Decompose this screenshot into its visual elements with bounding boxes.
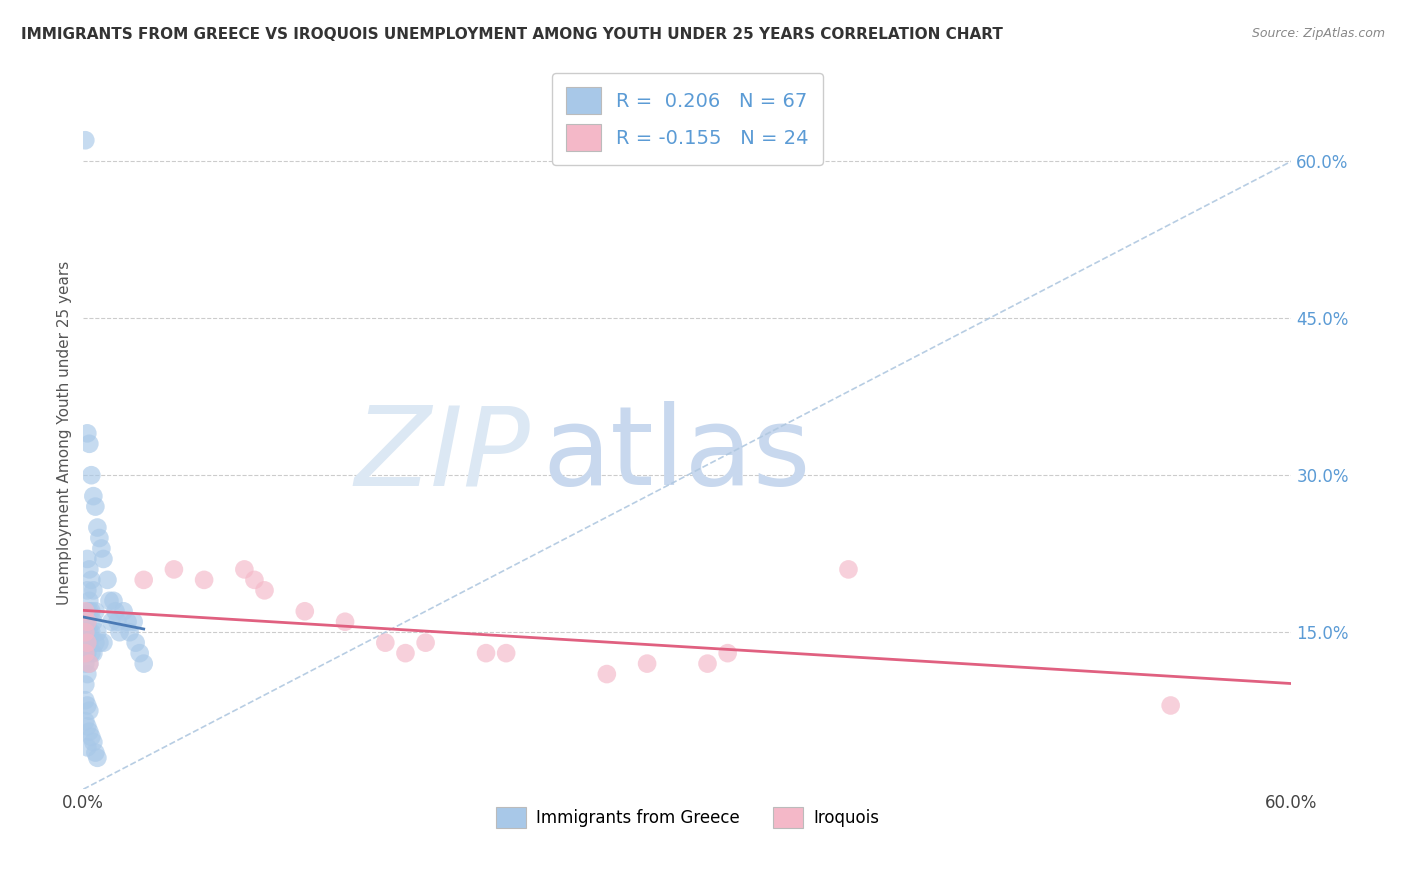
Point — [79, 704, 101, 718]
Point — [79, 562, 101, 576]
Point — [333, 615, 356, 629]
Text: atlas: atlas — [543, 401, 811, 508]
Point — [132, 657, 155, 671]
Point — [124, 635, 146, 649]
Point — [108, 625, 131, 640]
Point — [82, 735, 104, 749]
Point — [76, 698, 98, 713]
Point — [79, 724, 101, 739]
Point — [253, 583, 276, 598]
Point — [128, 646, 150, 660]
Point — [79, 604, 101, 618]
Point — [75, 657, 97, 671]
Point — [84, 604, 107, 618]
Point — [76, 719, 98, 733]
Text: IMMIGRANTS FROM GREECE VS IROQUOIS UNEMPLOYMENT AMONG YOUTH UNDER 25 YEARS CORRE: IMMIGRANTS FROM GREECE VS IROQUOIS UNEMP… — [21, 27, 1002, 42]
Point — [394, 646, 416, 660]
Point — [103, 594, 125, 608]
Point — [636, 657, 658, 671]
Point — [93, 635, 115, 649]
Point — [374, 635, 396, 649]
Point — [75, 693, 97, 707]
Point — [80, 573, 103, 587]
Point — [76, 635, 98, 649]
Point — [837, 562, 859, 576]
Point — [76, 740, 98, 755]
Y-axis label: Unemployment Among Youth under 25 years: Unemployment Among Youth under 25 years — [58, 261, 72, 606]
Point — [79, 594, 101, 608]
Point — [76, 635, 98, 649]
Point — [104, 604, 127, 618]
Point — [475, 646, 498, 660]
Point — [76, 625, 98, 640]
Point — [84, 635, 107, 649]
Legend: Immigrants from Greece, Iroquois: Immigrants from Greece, Iroquois — [489, 801, 886, 834]
Point — [79, 657, 101, 671]
Point — [82, 646, 104, 660]
Point — [90, 541, 112, 556]
Point — [82, 583, 104, 598]
Point — [294, 604, 316, 618]
Point — [76, 552, 98, 566]
Point — [76, 667, 98, 681]
Point — [80, 625, 103, 640]
Point — [596, 667, 619, 681]
Text: Source: ZipAtlas.com: Source: ZipAtlas.com — [1251, 27, 1385, 40]
Point — [75, 646, 97, 660]
Point — [79, 625, 101, 640]
Point — [79, 635, 101, 649]
Point — [79, 437, 101, 451]
Point — [86, 520, 108, 534]
Point — [80, 604, 103, 618]
Point — [80, 468, 103, 483]
Point — [76, 615, 98, 629]
Point — [76, 426, 98, 441]
Point — [75, 625, 97, 640]
Point — [76, 646, 98, 660]
Point — [243, 573, 266, 587]
Point — [98, 594, 121, 608]
Point — [193, 573, 215, 587]
Point — [79, 657, 101, 671]
Point — [495, 646, 517, 660]
Point — [75, 133, 97, 147]
Point — [75, 604, 97, 618]
Point — [415, 635, 437, 649]
Point — [112, 604, 135, 618]
Point — [84, 500, 107, 514]
Point — [82, 615, 104, 629]
Point — [107, 615, 129, 629]
Point — [96, 573, 118, 587]
Point — [163, 562, 186, 576]
Point — [717, 646, 740, 660]
Point — [89, 531, 111, 545]
Point — [100, 615, 122, 629]
Point — [80, 646, 103, 660]
Point — [696, 657, 718, 671]
Point — [76, 583, 98, 598]
Text: ZIP: ZIP — [354, 401, 530, 508]
Point — [89, 635, 111, 649]
Point — [118, 625, 141, 640]
Point — [75, 646, 97, 660]
Point — [75, 635, 97, 649]
Point — [86, 625, 108, 640]
Point — [233, 562, 256, 576]
Point — [75, 677, 97, 691]
Point — [132, 573, 155, 587]
Point — [117, 615, 139, 629]
Point — [1160, 698, 1182, 713]
Point — [84, 746, 107, 760]
Point — [82, 489, 104, 503]
Point — [75, 625, 97, 640]
Point — [76, 615, 98, 629]
Point — [93, 552, 115, 566]
Point — [86, 751, 108, 765]
Point — [122, 615, 145, 629]
Point — [80, 730, 103, 744]
Point — [75, 714, 97, 729]
Point — [76, 604, 98, 618]
Point — [75, 615, 97, 629]
